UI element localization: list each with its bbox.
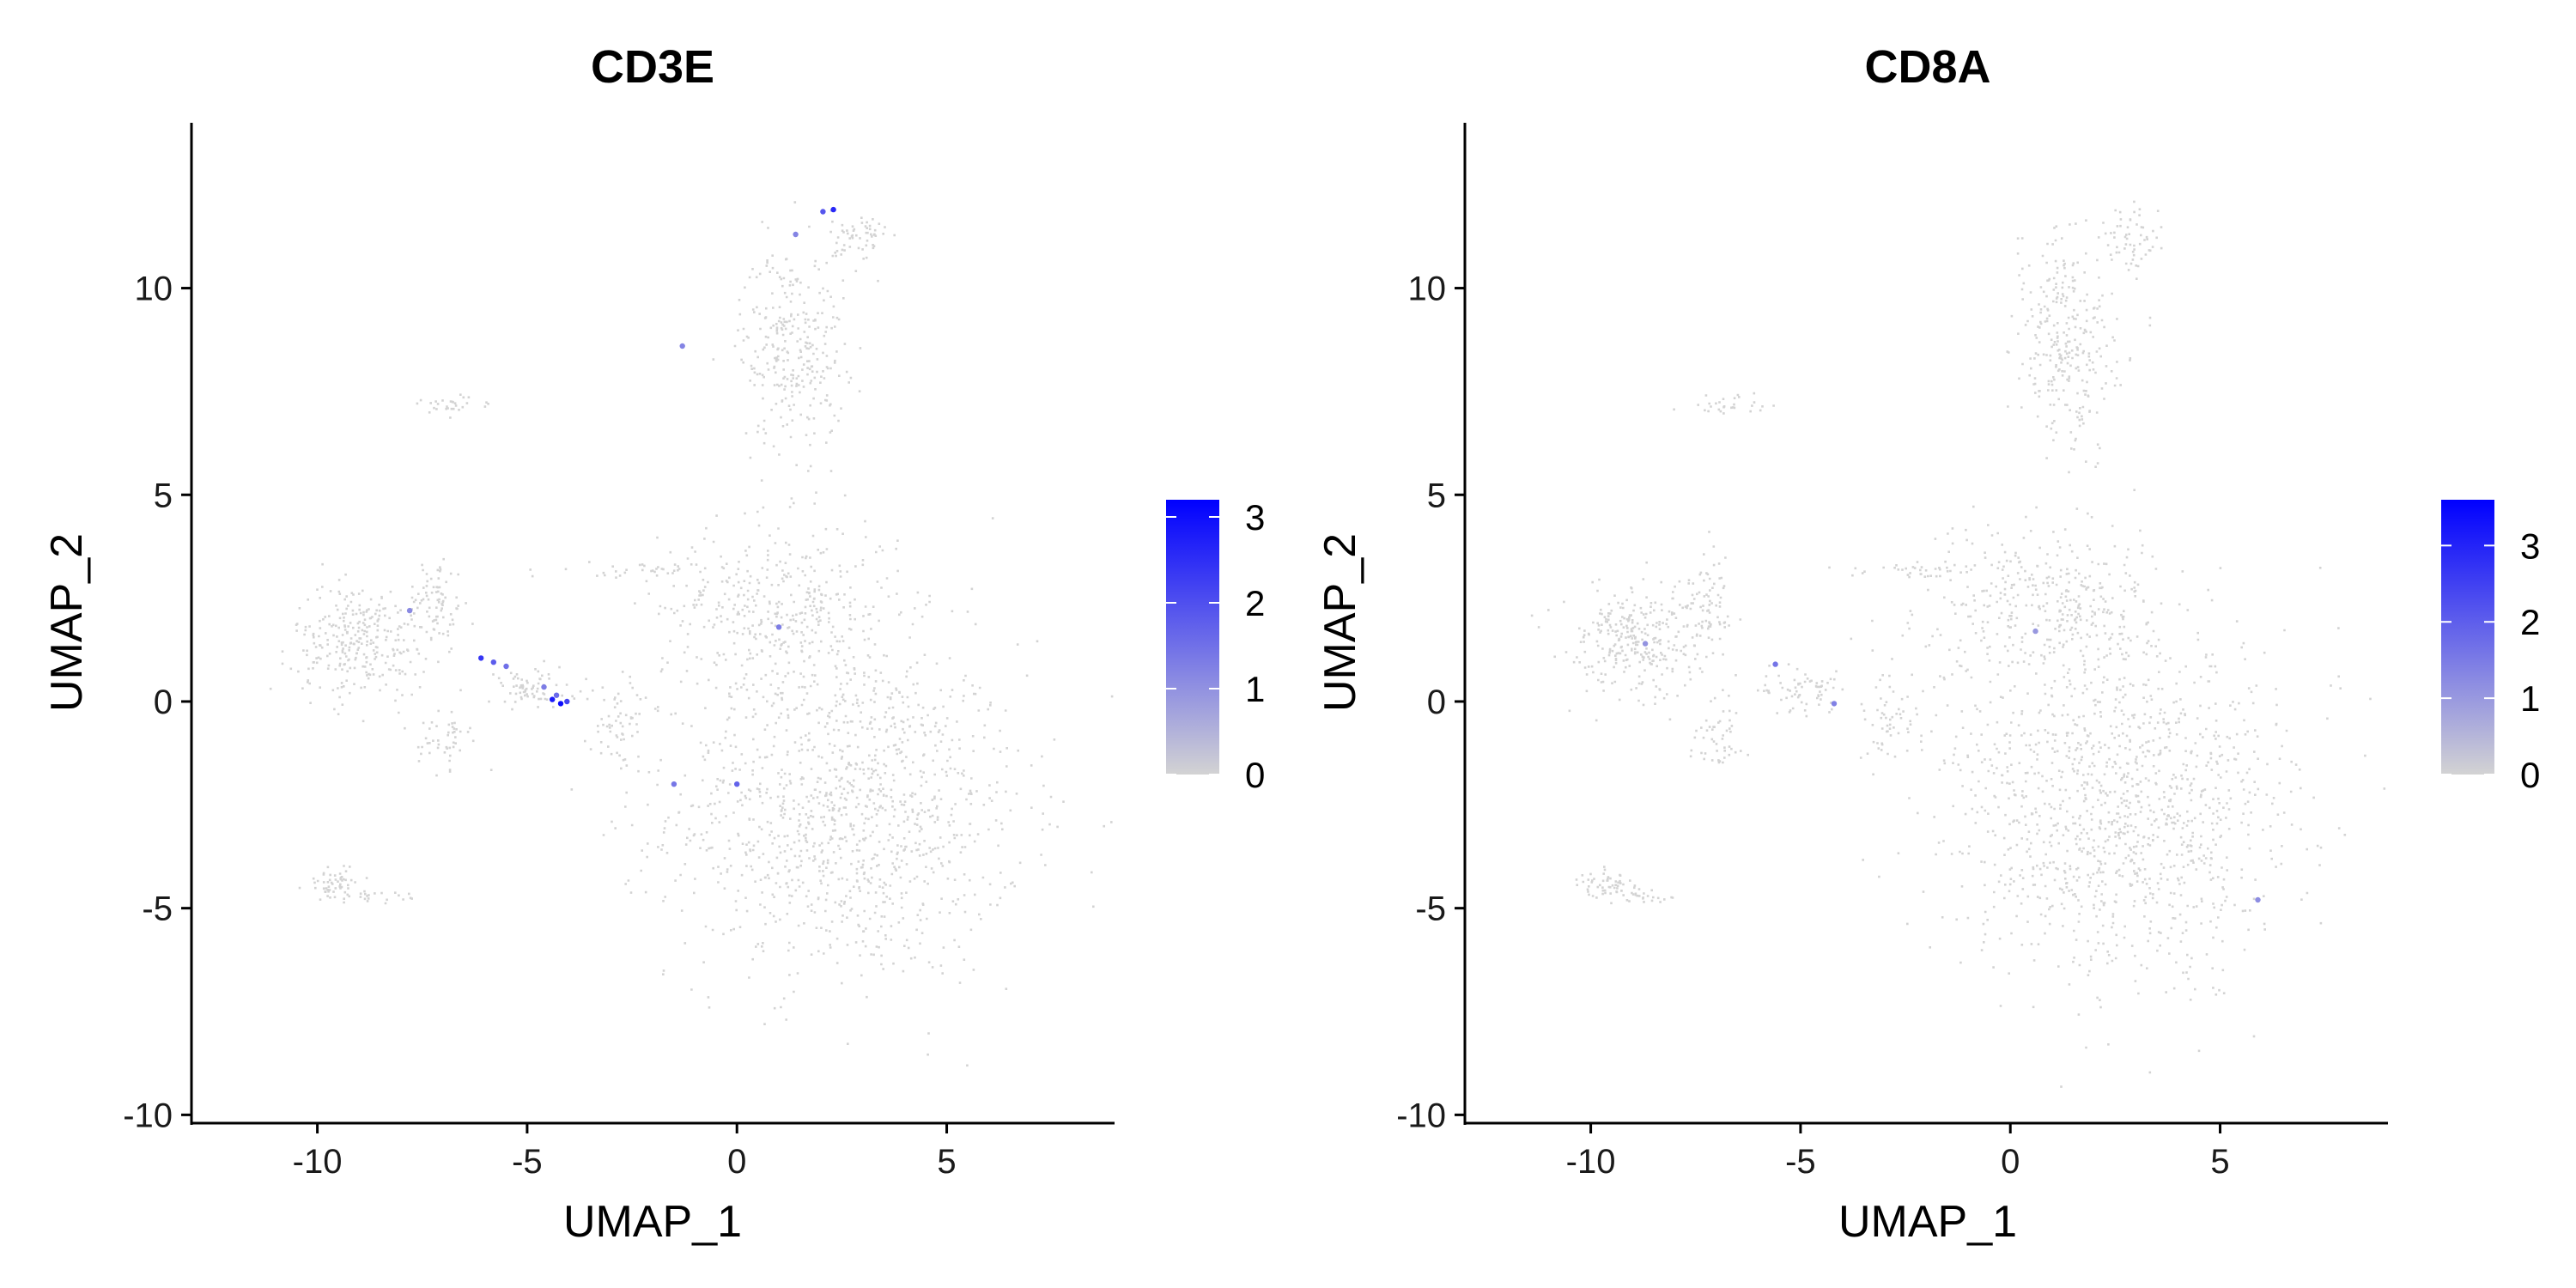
x-tick-label: 0	[727, 1143, 746, 1181]
legend-label: 3	[1245, 497, 1265, 538]
x-ticks: -10 -5 0 5	[1566, 1123, 2230, 1181]
panel-title: CD8A	[1864, 41, 1990, 93]
legend-label: 2	[1245, 583, 1265, 623]
legend-breaks: 0 1 2 3	[2441, 526, 2540, 795]
x-tick-label: 5	[937, 1143, 956, 1181]
expression-point	[553, 692, 560, 698]
cell-points	[269, 201, 1114, 1067]
expression-point	[557, 701, 564, 707]
expression-point	[830, 206, 836, 213]
expression-point	[2255, 896, 2261, 903]
y-tick-label: 10	[1408, 270, 1447, 308]
expression-point	[1772, 661, 1778, 667]
expression-point	[478, 655, 484, 661]
panel-title: CD3E	[591, 41, 714, 93]
y-tick-label: -5	[1415, 890, 1446, 928]
expression-point	[734, 781, 740, 787]
cell-points	[1530, 200, 2386, 1088]
x-tick-label: 5	[2210, 1143, 2229, 1181]
expression-point	[820, 209, 826, 215]
y-tick-label: 0	[1427, 683, 1446, 721]
expression-point	[541, 683, 547, 690]
legend-label: 2	[2520, 602, 2540, 642]
expression-point	[490, 659, 496, 665]
legend-label: 3	[2520, 526, 2540, 566]
panel-cd8a: CD8A -10 -5 0 5 -10 -5 0 5 10 UMAP_1 UMAP_2 0 1 2…	[1315, 41, 2540, 1247]
points-layer	[1530, 200, 2386, 1088]
y-tick-label: 10	[135, 270, 173, 308]
expression-point	[775, 624, 782, 630]
x-tick-label: -5	[512, 1143, 543, 1181]
panel-cd3e: CD3E -10 -5 0 5 -10 -5 0 5 10 UMAP_1 UMAP_2 0 1 2…	[42, 41, 1265, 1247]
expression-point	[793, 231, 799, 238]
x-axis-label: UMAP_1	[1838, 1197, 2017, 1247]
legend-label: 0	[2520, 755, 2540, 795]
y-ticks: -10 -5 0 5 10	[1396, 270, 1465, 1134]
expression-point	[550, 696, 556, 702]
y-tick-label: 0	[154, 683, 173, 721]
x-tick-label: -10	[1566, 1143, 1616, 1181]
legend-breaks: 0 1 2 3	[1166, 497, 1265, 795]
x-axis-label: UMAP_1	[563, 1197, 742, 1247]
expression-point	[679, 343, 685, 349]
x-ticks: -10 -5 0 5	[293, 1123, 957, 1181]
color-legend: 0 1 2 3	[2441, 500, 2540, 795]
expression-point	[564, 698, 570, 705]
y-tick-label: -10	[1396, 1097, 1446, 1134]
expression-point	[671, 781, 677, 787]
legend-colorbar	[1166, 500, 1219, 775]
expression-point	[406, 607, 413, 614]
expression-point	[1642, 641, 1649, 647]
y-tick-label: -10	[123, 1097, 173, 1134]
y-axis-label: UMAP_2	[42, 533, 92, 712]
expression-point	[503, 663, 509, 670]
expression-point	[2032, 628, 2038, 635]
legend-label: 0	[1245, 755, 1265, 795]
x-tick-label: -5	[1785, 1143, 1816, 1181]
x-tick-label: -10	[293, 1143, 343, 1181]
highlight-points-layer	[406, 206, 836, 787]
y-tick-label: -5	[142, 890, 173, 928]
highlight-points-layer	[1642, 628, 2261, 903]
y-ticks: -10 -5 0 5 10	[123, 270, 191, 1134]
points-layer	[269, 201, 1114, 1067]
legend-label: 1	[1245, 669, 1265, 709]
expression-point	[1831, 701, 1838, 707]
legend-label: 1	[2520, 678, 2540, 719]
y-tick-label: 5	[154, 477, 173, 514]
y-tick-label: 5	[1427, 477, 1446, 514]
legend-colorbar	[2441, 500, 2494, 775]
color-legend: 0 1 2 3	[1166, 497, 1265, 795]
x-tick-label: 0	[2001, 1143, 2020, 1181]
y-axis-label: UMAP_2	[1315, 533, 1365, 712]
